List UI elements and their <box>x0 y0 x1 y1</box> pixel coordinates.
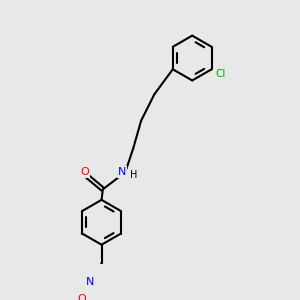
Text: N: N <box>118 167 126 177</box>
Text: O: O <box>77 294 86 300</box>
Text: N: N <box>85 277 94 287</box>
Text: Cl: Cl <box>216 69 226 79</box>
Text: O: O <box>80 167 89 177</box>
Text: H: H <box>130 170 137 180</box>
